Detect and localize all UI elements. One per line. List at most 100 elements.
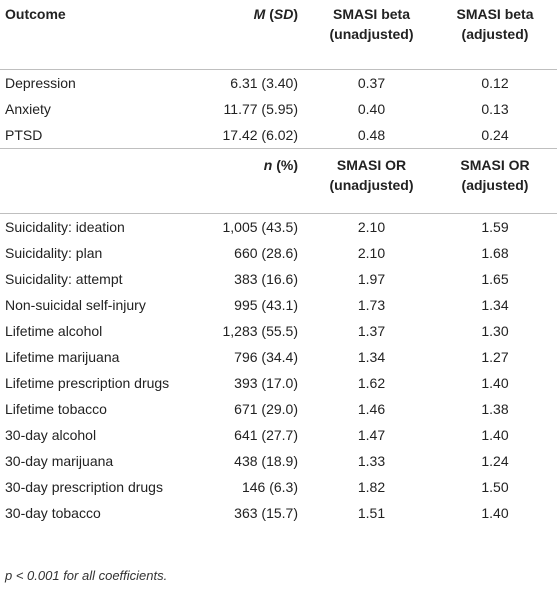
cell-adjusted: 1.40 bbox=[481, 375, 509, 391]
table-row: 30-day prescription drugs 146 (6.3) 1.82 1.… bbox=[0, 474, 557, 500]
header-sd: SD bbox=[273, 6, 294, 22]
header-or-adjusted-line2: (adjusted) bbox=[461, 177, 529, 193]
cell-stat: 438 (18.9) bbox=[234, 453, 298, 469]
cell-outcome: PTSD bbox=[5, 127, 43, 143]
header-m: M bbox=[253, 6, 266, 22]
table-row: Suicidality: attempt 383 (16.6) 1.97 1.65 bbox=[0, 266, 557, 292]
header-beta-unadjusted-line1: SMASI beta bbox=[332, 6, 410, 22]
cell-adjusted: 1.27 bbox=[481, 349, 509, 365]
cell-stat: 146 (6.3) bbox=[241, 479, 298, 495]
header-outcome: Outcome bbox=[5, 6, 66, 22]
cell-unadjusted: 0.37 bbox=[310, 69, 433, 96]
cell-adjusted: 0.13 bbox=[481, 101, 509, 117]
cell-outcome: Lifetime prescription drugs bbox=[5, 375, 170, 391]
header-or-unadjusted-line1: SMASI OR bbox=[336, 157, 407, 173]
header-pct: (%) bbox=[276, 157, 298, 173]
cell-outcome: Lifetime tobacco bbox=[5, 401, 107, 417]
cell-unadjusted: 1.73 bbox=[357, 297, 386, 313]
cell-outcome: 30-day prescription drugs bbox=[5, 479, 163, 495]
cell-unadjusted: 1.51 bbox=[357, 505, 386, 521]
cell-unadjusted: 1.33 bbox=[357, 453, 386, 469]
cell-outcome: 30-day tobacco bbox=[5, 505, 101, 521]
cell-stat: 641 (27.7) bbox=[234, 427, 298, 443]
cell-unadjusted: 1.97 bbox=[357, 271, 386, 287]
header-or-adjusted: SMASI OR (adjusted) bbox=[433, 148, 557, 214]
table-row: Depression 6.31 (3.40) 0.37 0.12 bbox=[0, 69, 557, 96]
cell-adjusted: 0.12 bbox=[433, 69, 557, 96]
cell-outcome: Depression bbox=[0, 69, 198, 96]
footnote: p < 0.001 for all coefficients. bbox=[5, 568, 168, 583]
header-row-binary: n (%) SMASI OR (unadjusted) SMASI OR (adju… bbox=[0, 148, 557, 214]
cell-adjusted: 1.40 bbox=[481, 505, 509, 521]
cell-adjusted: 1.68 bbox=[481, 245, 509, 261]
table-row: 30-day marijuana 438 (18.9) 1.33 1.24 bbox=[0, 448, 557, 474]
cell-unadjusted: 2.10 bbox=[357, 245, 386, 261]
cell-stat: 6.31 (3.40) bbox=[198, 69, 310, 96]
table-row: Lifetime alcohol 1,283 (55.5) 1.37 1.30 bbox=[0, 318, 557, 344]
cell-stat: 660 (28.6) bbox=[234, 245, 298, 261]
cell-unadjusted: 0.40 bbox=[357, 101, 386, 117]
cell-stat: 1,005 (43.5) bbox=[198, 213, 310, 240]
header-mean-sd: M (SD) bbox=[253, 6, 298, 22]
header-beta-adjusted: SMASI beta (adjusted) bbox=[433, 0, 557, 70]
table-row: Lifetime prescription drugs 393 (17.0) 1.6… bbox=[0, 370, 557, 396]
header-n-pct: n (%) bbox=[198, 148, 310, 214]
table-row: Lifetime marijuana 796 (34.4) 1.34 1.27 bbox=[0, 344, 557, 370]
cell-unadjusted: 0.48 bbox=[357, 127, 386, 143]
results-table: Outcome M (SD) SMASI beta (unadjusted) SM… bbox=[0, 0, 557, 527]
cell-stat: 393 (17.0) bbox=[234, 375, 298, 391]
cell-outcome: 30-day marijuana bbox=[5, 453, 114, 469]
table-row: 30-day tobacco 363 (15.7) 1.51 1.40 bbox=[0, 500, 557, 526]
cell-outcome: Lifetime marijuana bbox=[5, 349, 120, 365]
continuous-outcomes-body: Depression 6.31 (3.40) 0.37 0.12 Anxiety 11.7… bbox=[0, 69, 557, 149]
header-or-unadjusted-line2: (unadjusted) bbox=[329, 177, 414, 193]
cell-unadjusted: 2.10 bbox=[310, 213, 433, 240]
header-row-continuous: Outcome M (SD) SMASI beta (unadjusted) SM… bbox=[0, 0, 557, 70]
table-row: 30-day alcohol 641 (27.7) 1.47 1.40 bbox=[0, 422, 557, 448]
cell-stat: 1,283 (55.5) bbox=[222, 323, 299, 339]
table-row: Anxiety 11.77 (5.95) 0.40 0.13 bbox=[0, 96, 557, 122]
table-row: PTSD 17.42 (6.02) 0.48 0.24 bbox=[0, 122, 557, 149]
table-row: Non-suicidal self-injury 995 (43.1) 1.73 1.… bbox=[0, 292, 557, 318]
table-row: Suicidality: plan 660 (28.6) 2.10 1.68 bbox=[0, 240, 557, 266]
cell-stat: 671 (29.0) bbox=[234, 401, 298, 417]
cell-adjusted: 1.50 bbox=[481, 479, 509, 495]
binary-outcomes-body: Suicidality: ideation 1,005 (43.5) 2.10 1.5… bbox=[0, 213, 557, 527]
cell-adjusted: 1.30 bbox=[481, 323, 509, 339]
cell-outcome: Lifetime alcohol bbox=[5, 323, 103, 339]
cell-adjusted: 1.59 bbox=[433, 213, 557, 240]
cell-stat: 17.42 (6.02) bbox=[222, 127, 299, 143]
cell-adjusted: 0.24 bbox=[481, 127, 509, 143]
header-beta-unadjusted: SMASI beta (unadjusted) bbox=[310, 0, 433, 70]
cell-outcome: Anxiety bbox=[5, 101, 51, 117]
cell-adjusted: 1.65 bbox=[481, 271, 509, 287]
cell-outcome: Suicidality: ideation bbox=[0, 213, 198, 240]
cell-outcome: Non-suicidal self-injury bbox=[5, 297, 146, 313]
cell-unadjusted: 1.34 bbox=[357, 349, 386, 365]
header-beta-adjusted-line2: (adjusted) bbox=[461, 26, 529, 42]
cell-unadjusted: 1.46 bbox=[357, 401, 386, 417]
cell-unadjusted: 1.47 bbox=[357, 427, 386, 443]
cell-outcome: 30-day alcohol bbox=[5, 427, 97, 443]
cell-adjusted: 1.24 bbox=[481, 453, 509, 469]
cell-unadjusted: 1.37 bbox=[357, 323, 386, 339]
header-beta-adjusted-line1: SMASI beta bbox=[456, 6, 534, 22]
cell-adjusted: 1.38 bbox=[481, 401, 509, 417]
cell-stat: 11.77 (5.95) bbox=[223, 101, 298, 117]
cell-adjusted: 1.40 bbox=[481, 427, 509, 443]
header-or-adjusted-line1: SMASI OR bbox=[460, 157, 530, 173]
cell-unadjusted: 1.62 bbox=[357, 375, 386, 391]
cell-stat: 796 (34.4) bbox=[234, 349, 298, 365]
cell-stat: 383 (16.6) bbox=[234, 271, 298, 287]
header-or-unadjusted: SMASI OR (unadjusted) bbox=[310, 148, 433, 214]
table-row: Lifetime tobacco 671 (29.0) 1.46 1.38 bbox=[0, 396, 557, 422]
header-n: n bbox=[263, 157, 273, 173]
table-row: Suicidality: ideation 1,005 (43.5) 2.10 1.5… bbox=[0, 213, 557, 240]
cell-outcome: Suicidality: attempt bbox=[5, 271, 123, 287]
cell-stat: 995 (43.1) bbox=[234, 297, 298, 313]
cell-adjusted: 1.34 bbox=[481, 297, 509, 313]
header-blank bbox=[0, 148, 198, 214]
cell-stat: 363 (15.7) bbox=[234, 505, 298, 521]
header-beta-unadjusted-line2: (unadjusted) bbox=[329, 26, 414, 42]
